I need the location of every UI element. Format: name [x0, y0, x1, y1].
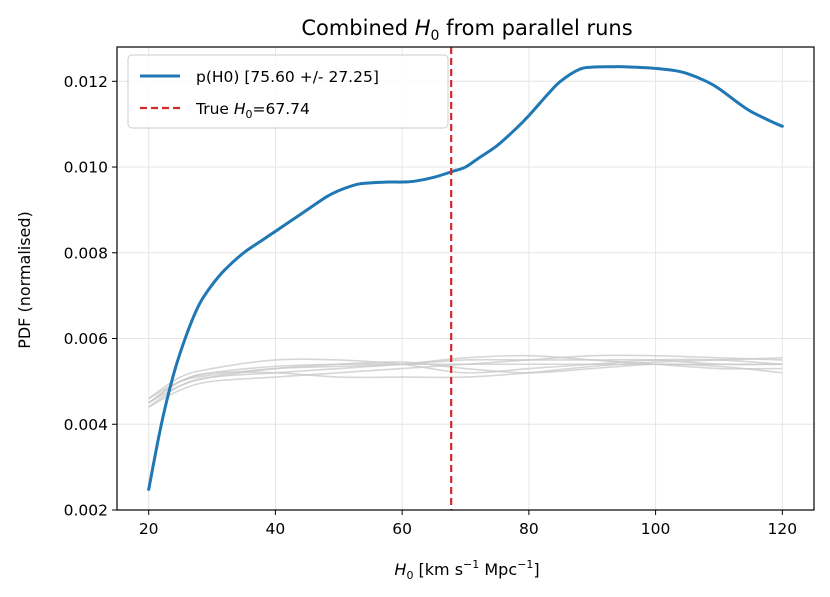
y-tick-label: 0.002: [64, 502, 108, 520]
y-tick-label: 0.010: [64, 159, 108, 177]
run-curve-run-3: [148, 354, 783, 408]
legend: p(H0) [75.60 +/- 27.25] True H0=67.74: [127, 54, 449, 129]
axes-frame: [116, 46, 815, 511]
y-tick-label: 0.004: [64, 416, 108, 434]
x-tick-label: 100: [641, 520, 671, 538]
y-tick-label: 0.006: [64, 330, 108, 348]
y-tick-label: 0.012: [64, 73, 108, 91]
legend-label-combined: p(H0) [75.60 +/- 27.25]: [196, 68, 379, 86]
x-tick-label: 120: [768, 520, 798, 538]
x-axis-ticks: 20 40 60 80 100 120: [139, 510, 797, 538]
run-curves: [148, 354, 783, 408]
x-axis-label: H0 [km s−1 Mpc−1]: [394, 558, 539, 582]
legend-label-truth: True H0=67.74: [195, 100, 310, 121]
chart-title: Combined H0 from parallel runs: [301, 16, 632, 44]
run-curve-run-4: [148, 358, 783, 400]
run-curve-run-7: [148, 363, 783, 404]
y-axis-ticks: 0.002 0.004 0.006 0.008 0.010 0.012: [64, 73, 117, 520]
combined-pdf-curve: [147, 65, 784, 491]
x-tick-label: 80: [519, 520, 539, 538]
y-tick-label: 0.008: [64, 244, 108, 262]
x-tick-label: 40: [266, 520, 286, 538]
combined-curve-layer: [147, 65, 784, 491]
y-axis-label: PDF (normalised): [15, 211, 34, 349]
legend-box: [127, 54, 449, 129]
x-tick-label: 20: [139, 520, 159, 538]
x-tick-label: 60: [392, 520, 412, 538]
